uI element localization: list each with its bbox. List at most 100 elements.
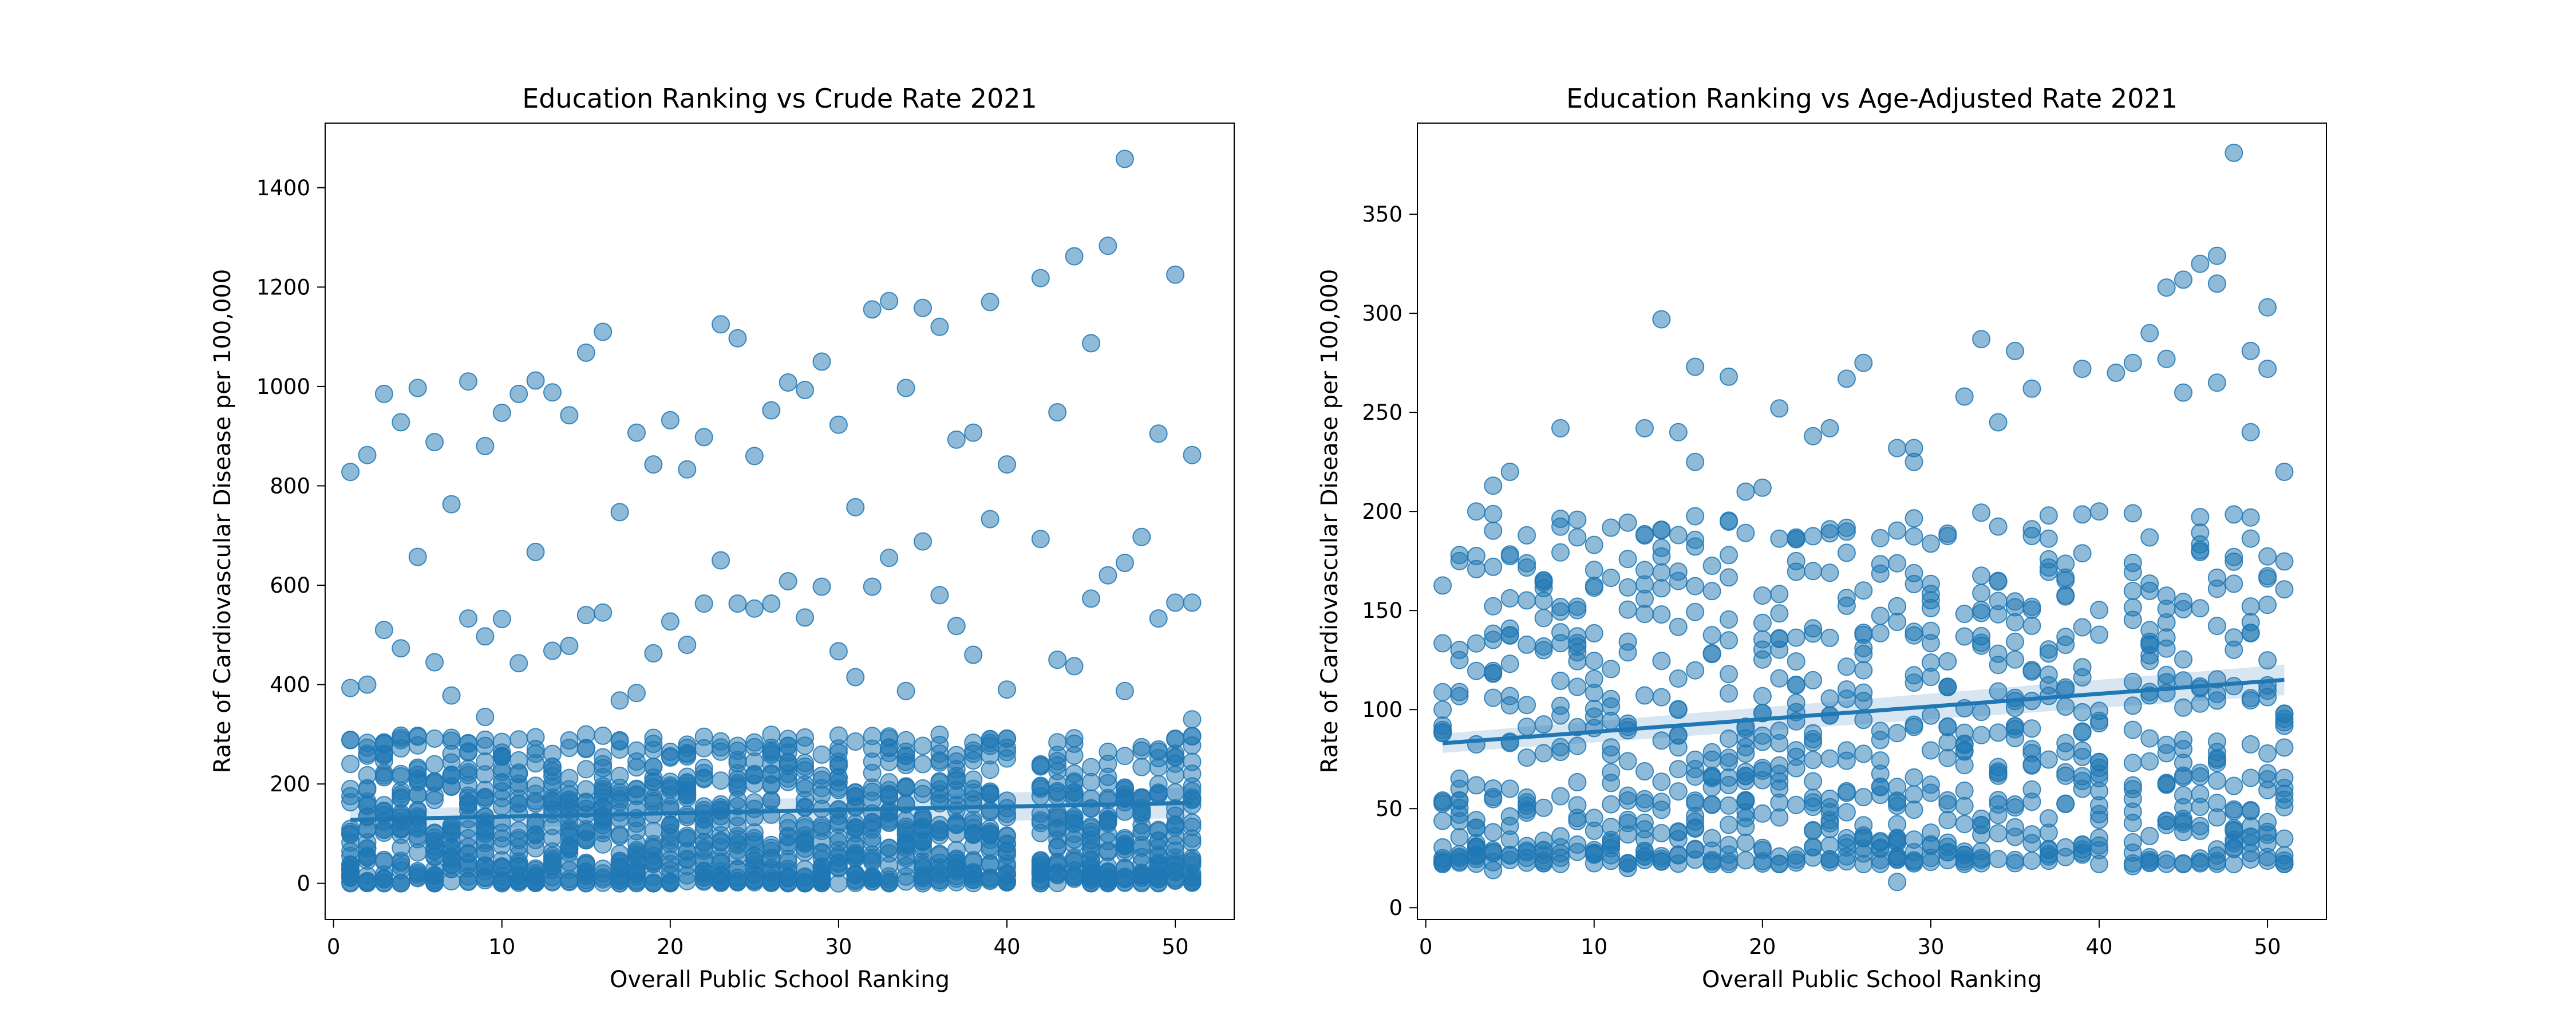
data-point [678,842,697,861]
data-point [1686,602,1705,621]
data-point [762,849,781,868]
data-point [1854,353,1873,372]
data-point [1518,748,1536,767]
data-point [2039,640,2058,659]
data-point [2207,568,2226,587]
data-point [594,873,613,892]
data-point [1652,772,1671,791]
data-point [2207,854,2226,873]
y-tick-label: 1000 [256,374,310,399]
data-point [644,644,663,663]
data-point [1938,748,1957,767]
data-point [1500,619,1519,638]
data-point [2174,798,2192,817]
data-point [392,728,410,747]
data-point [1720,511,1738,530]
data-point [1837,829,1856,847]
data-point [678,777,697,795]
data-point [930,726,949,744]
data-point [1551,419,1570,437]
data-point [1938,843,1957,862]
data-point [1534,841,1553,859]
data-point [576,740,595,759]
data-point [1618,550,1637,569]
data-point [1770,529,1789,548]
data-point [896,872,915,891]
data-point [1518,591,1536,610]
data-point [1804,562,1823,581]
data-point [1955,387,1974,406]
data-point [1082,758,1100,776]
data-point [408,760,427,779]
data-point [1686,577,1705,596]
data-point [644,854,663,873]
data-point [2258,547,2277,566]
data-point [644,455,663,474]
data-point [1702,644,1721,663]
data-point [1031,530,1050,549]
data-point [1433,683,1452,701]
data-point [1115,747,1134,766]
data-point [509,852,528,871]
data-point [2090,782,2108,801]
data-point [1568,528,1587,547]
data-point [2022,662,2041,681]
data-point [2241,843,2260,862]
data-point [930,744,949,763]
data-point [1770,604,1789,623]
data-point [1854,645,1873,664]
data-point [1602,569,1621,588]
data-point [1989,850,2008,869]
data-point [1500,655,1519,673]
y-tick-label: 1400 [256,176,310,200]
data-point [1686,850,1705,869]
data-point [1837,782,1856,801]
data-point [1099,814,1117,833]
data-point [1585,535,1603,554]
data-point [1585,577,1603,596]
data-point [1132,847,1151,866]
data-point [1166,766,1185,784]
data-point [1871,854,1890,873]
x-tick-label: 20 [1749,935,1776,959]
data-point [2157,586,2176,605]
y-tick-label: 50 [1376,797,1402,821]
data-point [1989,723,2008,742]
data-point [408,378,427,397]
data-point [947,746,966,764]
data-point [442,753,461,772]
data-point [459,873,477,891]
data-point [1669,423,1688,441]
data-point [1820,850,1839,869]
data-point [1720,815,1738,834]
data-point [1955,605,1974,624]
data-point [2241,735,2260,754]
y-tick-label: 350 [1362,202,1402,227]
data-point [880,291,899,310]
data-point [1787,652,1805,671]
data-point [1551,517,1570,536]
data-point [341,755,360,774]
data-point [896,752,915,771]
y-tick-label: 300 [1362,301,1402,326]
data-point [644,773,663,792]
data-point [1652,688,1671,707]
data-point [2225,821,2243,839]
data-point [2073,767,2092,786]
data-point [1082,840,1100,858]
data-point [1635,561,1654,579]
y-axis-label: Rate of Cardiovascular Disease per 100,0… [1317,269,1343,774]
data-point [930,873,949,892]
data-point [2140,827,2159,845]
y-tick-label: 0 [297,872,310,896]
data-point [2258,360,2277,378]
data-point [560,406,579,425]
data-point [492,403,511,422]
data-point [1972,854,1991,873]
data-point [1652,801,1671,819]
data-point [2022,719,2041,738]
data-point [2123,814,2142,833]
data-point [1500,463,1519,481]
chart-panel-crude-rate: Education Ranking vs Crude Rate 2021 0 10… [210,83,1235,993]
